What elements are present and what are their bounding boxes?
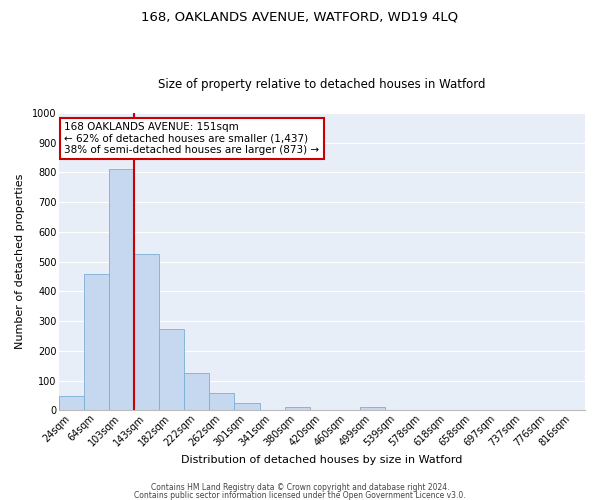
Bar <box>134 254 160 410</box>
Title: Size of property relative to detached houses in Watford: Size of property relative to detached ho… <box>158 78 486 91</box>
Bar <box>84 274 109 410</box>
Bar <box>235 403 260 410</box>
Text: Contains HM Land Registry data © Crown copyright and database right 2024.: Contains HM Land Registry data © Crown c… <box>151 484 449 492</box>
Bar <box>160 330 184 410</box>
Text: Contains public sector information licensed under the Open Government Licence v3: Contains public sector information licen… <box>134 491 466 500</box>
Text: 168 OAKLANDS AVENUE: 151sqm
← 62% of detached houses are smaller (1,437)
38% of : 168 OAKLANDS AVENUE: 151sqm ← 62% of det… <box>64 122 320 155</box>
Text: 168, OAKLANDS AVENUE, WATFORD, WD19 4LQ: 168, OAKLANDS AVENUE, WATFORD, WD19 4LQ <box>142 10 458 23</box>
Bar <box>59 396 84 410</box>
Bar <box>284 406 310 410</box>
Bar <box>359 408 385 410</box>
X-axis label: Distribution of detached houses by size in Watford: Distribution of detached houses by size … <box>181 455 463 465</box>
Bar <box>184 373 209 410</box>
Bar <box>109 170 134 410</box>
Y-axis label: Number of detached properties: Number of detached properties <box>15 174 25 350</box>
Bar <box>209 394 235 410</box>
